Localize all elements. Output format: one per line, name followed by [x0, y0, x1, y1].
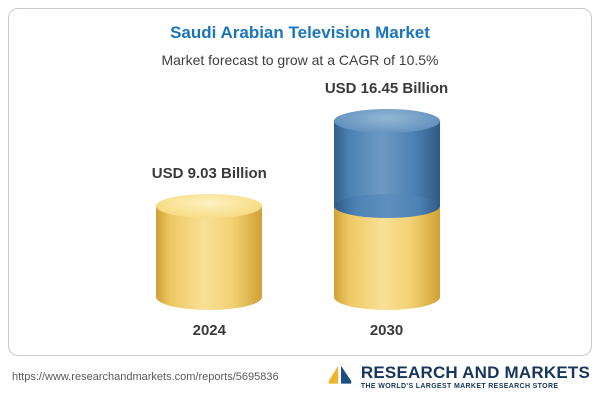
- footer: https://www.researchandmarkets.com/repor…: [12, 356, 590, 398]
- report-url-link[interactable]: https://www.researchandmarkets.com/repor…: [12, 371, 279, 383]
- year-label-2030: 2030: [369, 322, 404, 339]
- value-label-2030: USD 16.45 Billion: [324, 80, 449, 97]
- cylinder-2024-top-ellipse: [156, 194, 263, 218]
- cylinder-2030-yellow-segment: [333, 206, 440, 310]
- cylinder-2030: [333, 109, 440, 310]
- value-label-2024: USD 9.03 Billion: [151, 165, 267, 182]
- research-and-markets-logo-icon: [326, 362, 354, 393]
- logo-tagline: THE WORLD'S LARGEST MARKET RESEARCH STOR…: [360, 383, 559, 391]
- bar-group-2024: USD 9.03 Billion 2024: [152, 165, 267, 339]
- chart-header: Saudi Arabian Television Market Market f…: [9, 9, 591, 68]
- cylinder-2024-body: [156, 206, 263, 310]
- cylinder-2030-blue-segment: [333, 121, 440, 218]
- chart-area: USD 9.03 Billion 2024 USD 16.45 Billion …: [9, 80, 591, 339]
- chart-card: Saudi Arabian Television Market Market f…: [8, 8, 592, 356]
- year-label-2024: 2024: [192, 322, 226, 339]
- cylinder-2024: [156, 194, 263, 310]
- bar-group-2030: USD 16.45 Billion 2030: [325, 80, 448, 339]
- research-and-markets-logo[interactable]: RESEARCH AND MARKETS THE WORLD'S LARGEST…: [326, 362, 590, 393]
- chart-title: Saudi Arabian Television Market: [170, 23, 430, 42]
- logo-text: RESEARCH AND MARKETS THE WORLD'S LARGEST…: [360, 362, 590, 391]
- logo-name: RESEARCH AND MARKETS: [360, 362, 590, 382]
- cylinder-2030-top-ellipse: [333, 109, 440, 133]
- chart-subtitle: Market forecast to grow at a CAGR of 10.…: [161, 52, 439, 68]
